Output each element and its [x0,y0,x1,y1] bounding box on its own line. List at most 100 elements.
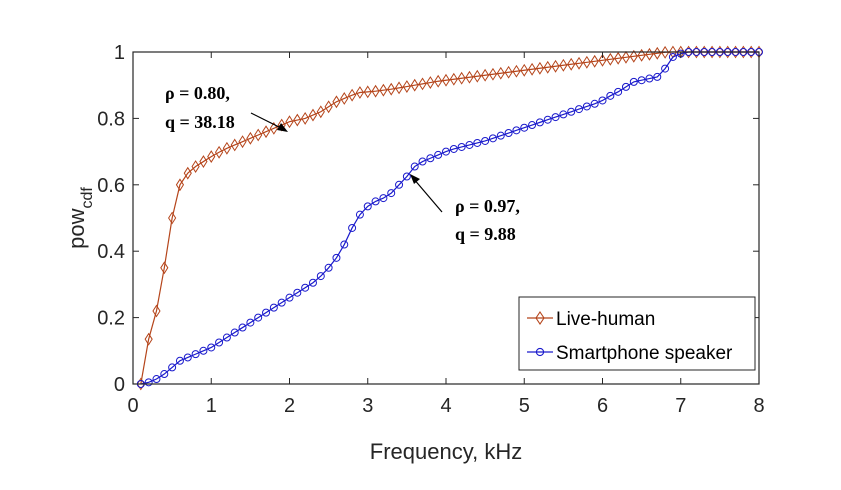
data-point-smartphone-speaker [449,144,458,153]
data-point-live-human [692,45,701,59]
data-point-smartphone-speaker [144,378,153,387]
data-point-smartphone-speaker [606,91,615,100]
data-point-smartphone-speaker [183,353,192,362]
data-point-live-human [238,135,247,149]
data-point-live-human [254,128,263,142]
data-point-live-human [301,111,310,125]
data-point-smartphone-speaker [434,150,443,159]
y-tick-label: 0.6 [97,175,125,197]
y-tick-label: 0.2 [97,308,125,330]
data-point-live-human [293,113,302,127]
x-tick-label: 5 [519,395,530,417]
data-point-live-human [637,48,646,62]
annotation-1-line1: ρ = 0.80, [165,83,230,103]
data-point-smartphone-speaker [324,263,333,272]
data-point-live-human [348,88,357,102]
data-point-live-human [520,63,529,77]
data-point-smartphone-speaker [269,303,278,312]
data-point-smartphone-speaker [152,375,161,384]
data-point-live-human [261,125,271,139]
data-point-live-human [332,95,341,109]
data-point-live-human [402,80,411,93]
data-point-live-human [684,45,693,59]
data-point-live-human [183,166,192,180]
data-point-live-human [136,377,145,391]
data-point-smartphone-speaker [230,328,239,337]
data-point-live-human [222,141,231,155]
x-tick-label: 2 [284,395,295,417]
data-point-smartphone-speaker [395,180,404,189]
data-point-live-human [324,100,333,114]
data-point-smartphone-speaker [363,202,372,211]
data-point-live-human [371,84,380,98]
data-point-smartphone-speaker [535,118,544,127]
annotation-2-line1: ρ = 0.97, [455,196,520,216]
data-point-live-human [488,67,498,81]
data-point-live-human [535,61,544,75]
data-point-smartphone-speaker [668,52,677,61]
data-point-smartphone-speaker [308,278,317,287]
x-tick-label: 3 [362,395,373,417]
y-axis-title: powcdf [64,187,96,249]
data-point-smartphone-speaker [175,356,184,365]
data-point-live-human [363,85,372,99]
data-point-smartphone-speaker [348,223,357,232]
data-point-smartphone-speaker [575,105,584,114]
legend-live-human-marker [535,311,545,325]
y-tick-label: 0 [114,374,125,396]
data-point-smartphone-speaker [160,370,169,379]
data-point-live-human [246,131,255,145]
data-point-smartphone-speaker [371,197,380,206]
data-point-smartphone-speaker [512,126,521,135]
data-point-live-human [340,92,349,105]
data-point-live-human [152,304,161,318]
data-point-live-human [559,58,568,72]
x-tick-label: 7 [675,395,686,417]
data-point-smartphone-speaker [567,107,576,116]
data-point-smartphone-speaker [481,136,490,145]
data-point-live-human [606,52,615,66]
data-point-smartphone-speaker [457,142,466,151]
data-point-smartphone-speaker [262,308,271,317]
data-point-live-human [496,66,505,80]
legend-smartphone-marker [535,347,545,357]
y-axis-title-main: pow [64,208,89,248]
data-point-live-human [144,332,153,346]
data-point-live-human [715,45,724,59]
data-point-smartphone-speaker [332,253,341,262]
data-point-live-human [700,45,709,59]
data-point-smartphone-speaker [285,293,294,302]
legend: Live-human Smartphone speaker [518,296,756,371]
y-tick-label: 0.4 [97,241,125,263]
x-tick-label: 0 [127,395,138,417]
data-point-live-human [590,54,599,68]
data-point-smartphone-speaker [379,194,388,203]
series-line-smartphone-speaker [140,51,759,385]
data-point-smartphone-speaker [543,115,552,124]
data-point-live-human [285,115,294,129]
annotation-smartphone: ρ = 0.97, q = 9.88 [410,174,520,244]
data-point-smartphone-speaker [528,121,537,130]
data-point-smartphone-speaker [387,189,396,198]
series-line-live-human [140,51,759,385]
data-point-smartphone-speaker [191,350,200,359]
data-point-smartphone-speaker [238,323,247,332]
annotation-2-arrowhead [410,174,420,184]
data-point-live-human [551,59,560,73]
data-point-live-human [512,64,521,78]
legend-smartphone-label: Smartphone speaker [556,343,733,364]
x-tick-label: 4 [440,395,451,417]
data-point-live-human [379,83,388,97]
data-point-live-human [629,49,638,63]
data-point-smartphone-speaker [520,123,529,132]
data-point-smartphone-speaker [340,240,349,249]
data-point-smartphone-speaker [426,154,435,163]
data-point-smartphone-speaker [254,313,263,322]
data-point-smartphone-speaker [277,298,286,307]
data-point-smartphone-speaker [661,64,670,73]
annotation-1-line2: q = 38.18 [165,112,235,132]
data-point-smartphone-speaker [402,172,411,181]
data-point-live-human [621,50,631,64]
data-point-live-human [230,138,239,152]
